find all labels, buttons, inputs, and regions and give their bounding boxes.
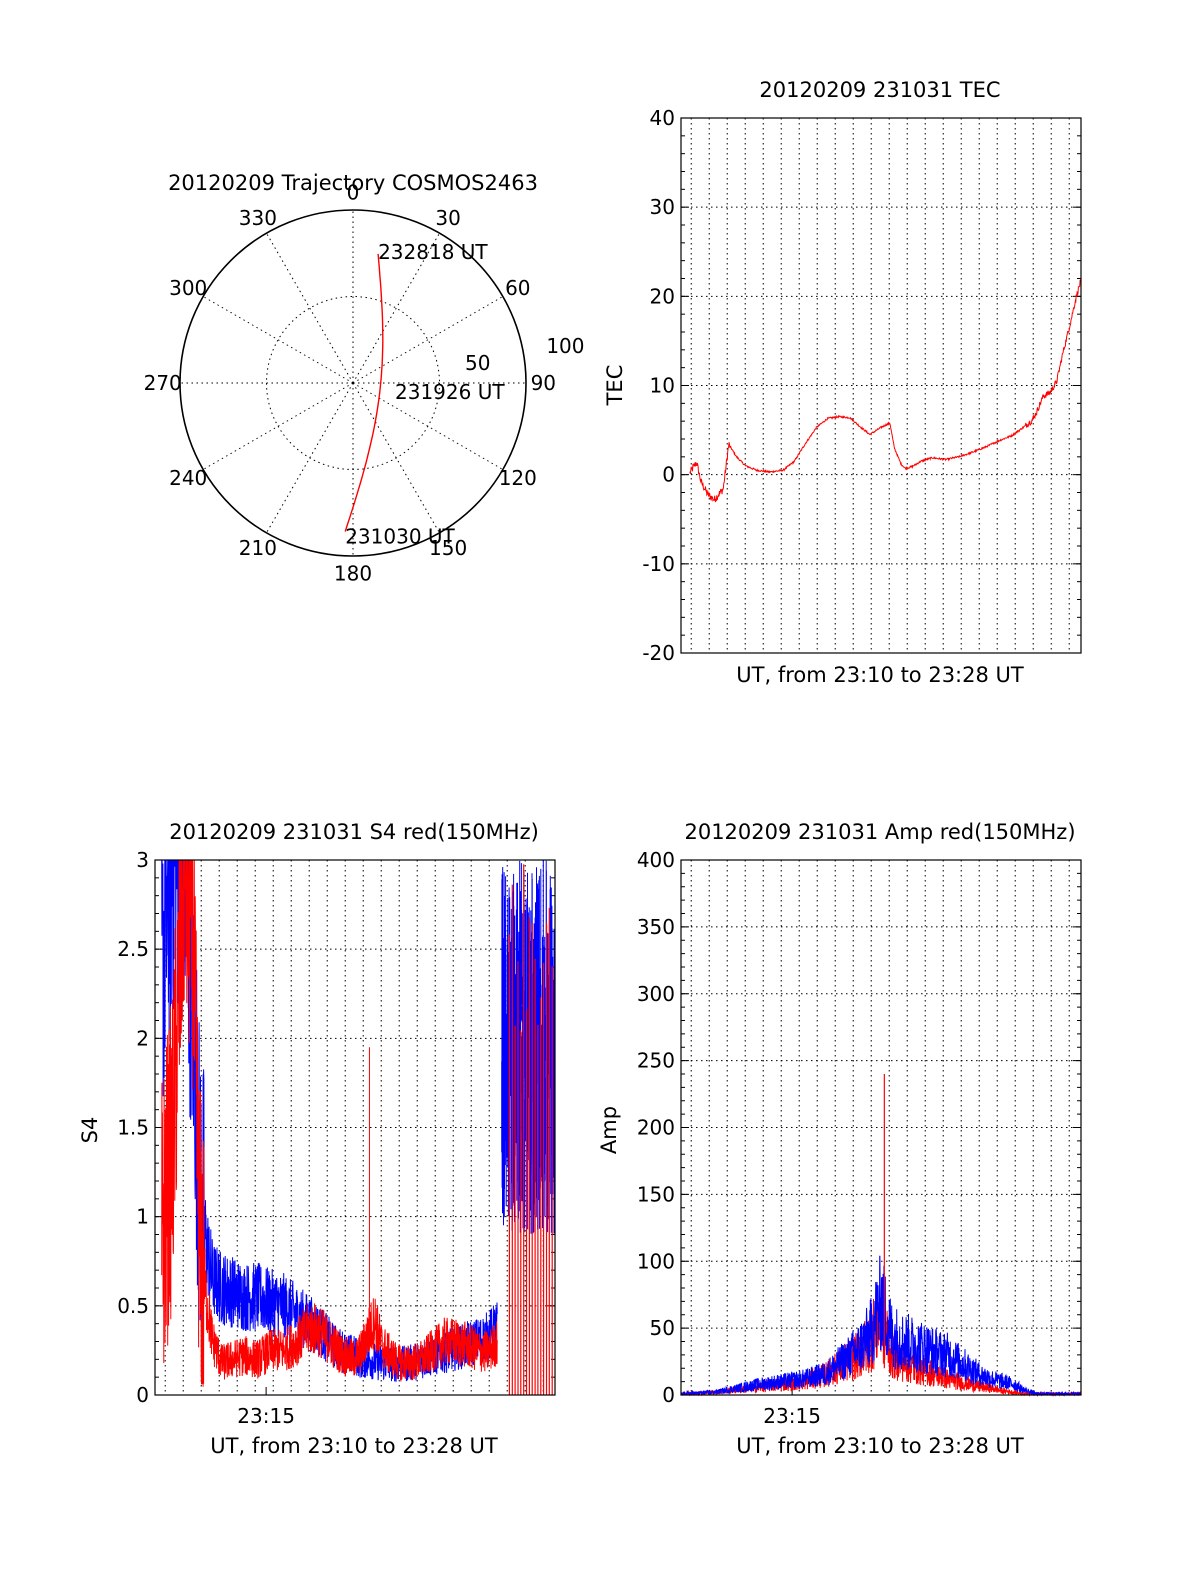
amp-xlabel: UT, from 23:10 to 23:28 UT (736, 1434, 1024, 1458)
s4-plot-frame (154, 859, 556, 1396)
radius-label: 100 (546, 334, 584, 358)
y-tick-label: 50 (650, 1316, 675, 1340)
y-tick-label: 40 (650, 106, 675, 130)
y-tick-label: 0 (662, 1383, 675, 1407)
y-tick-label: -20 (642, 641, 675, 665)
trajectory-end-label: 232818 UT (378, 240, 488, 264)
y-tick-label: 150 (637, 1182, 675, 1206)
azimuth-label: 180 (334, 561, 372, 585)
y-tick-label: 0 (662, 463, 675, 487)
polar-outer-circle (179, 209, 527, 557)
azimuth-label: 90 (531, 371, 556, 395)
polar-spoke (266, 382, 354, 534)
s4-blue-series (161, 859, 498, 1382)
amp-plot-frame (680, 859, 1082, 1396)
polar-spoke (202, 296, 354, 384)
azimuth-label: 120 (499, 466, 537, 490)
polar-spoke (352, 232, 440, 384)
trajectory-start-label: 231030 UT (345, 525, 455, 549)
tec-plot-frame (680, 117, 1082, 654)
amp-ylabel: Amp (597, 1106, 621, 1154)
s4-series-group (161, 859, 556, 1395)
x-tick-label: 23:15 (763, 1404, 821, 1428)
y-tick-label: 300 (637, 982, 675, 1006)
tec-ylabel: TEC (603, 365, 627, 407)
tec-title: 20120209 231031 TEC (759, 78, 1000, 102)
y-tick-label: 200 (637, 1116, 675, 1140)
s4-panel: 20120209 231031 S4 red(150MHz) UT, from … (78, 820, 556, 1458)
polar-trajectory-panel: 20120209 Trajectory COSMOS2463 0 30 60 90 12… (144, 171, 585, 585)
polar-spoke (266, 232, 354, 384)
s4-dropout-red (508, 864, 553, 1395)
y-tick-label: 400 (637, 848, 675, 872)
y-tick-label: 30 (650, 195, 675, 219)
y-tick-label: 20 (650, 284, 675, 308)
polar-spoke (352, 296, 504, 384)
s4-title: 20120209 231031 S4 red(150MHz) (169, 820, 539, 844)
tec-panel: 20120209 231031 TEC UT, from 23:10 to 23… (603, 78, 1082, 687)
y-tick-label: 1 (136, 1205, 149, 1229)
tec-line (689, 277, 1082, 503)
amp-title: 20120209 231031 Amp red(150MHz) (684, 820, 1075, 844)
s4-red-series (161, 859, 498, 1387)
azimuth-label: 210 (239, 536, 277, 560)
y-tick-label: 10 (650, 374, 675, 398)
y-tick-label: 0 (136, 1383, 149, 1407)
y-tick-label: 2 (136, 1026, 149, 1050)
y-tick-label: 0.5 (117, 1294, 149, 1318)
y-tick-label: 100 (637, 1249, 675, 1273)
azimuth-label: 150 (429, 536, 467, 560)
y-tick-label: 1.5 (117, 1116, 149, 1140)
azimuth-label: 330 (239, 206, 277, 230)
y-tick-label: 250 (637, 1049, 675, 1073)
polar-spoke (202, 382, 354, 470)
azimuth-label: 60 (505, 276, 530, 300)
azimuth-label: 0 (347, 181, 360, 205)
y-tick-label: 2.5 (117, 937, 149, 961)
polar-spoke (352, 382, 504, 470)
amp-series-group (680, 1074, 1082, 1397)
y-tick-label: 3 (136, 848, 149, 872)
y-tick-label: -10 (642, 552, 675, 576)
y-tick-label: 350 (637, 915, 675, 939)
polar-spoke (352, 382, 440, 534)
azimuth-label: 270 (144, 371, 182, 395)
x-tick-label: 23:15 (237, 1404, 295, 1428)
azimuth-label: 240 (169, 466, 207, 490)
azimuth-label: 30 (435, 206, 460, 230)
tec-xlabel: UT, from 23:10 to 23:28 UT (736, 663, 1024, 687)
trajectory-path (344, 253, 384, 532)
amp-blue-series (680, 1255, 1082, 1397)
azimuth-label: 300 (169, 276, 207, 300)
s4-xlabel: UT, from 23:10 to 23:28 UT (210, 1434, 498, 1458)
polar-title: 20120209 Trajectory COSMOS2463 (168, 171, 538, 195)
s4-ylabel: S4 (78, 1117, 102, 1144)
trajectory-mid-label: 231926 UT (395, 380, 505, 404)
radius-label: 50 (465, 351, 490, 375)
amp-panel: 20120209 231031 Amp red(150MHz) UT, from… (597, 820, 1082, 1458)
